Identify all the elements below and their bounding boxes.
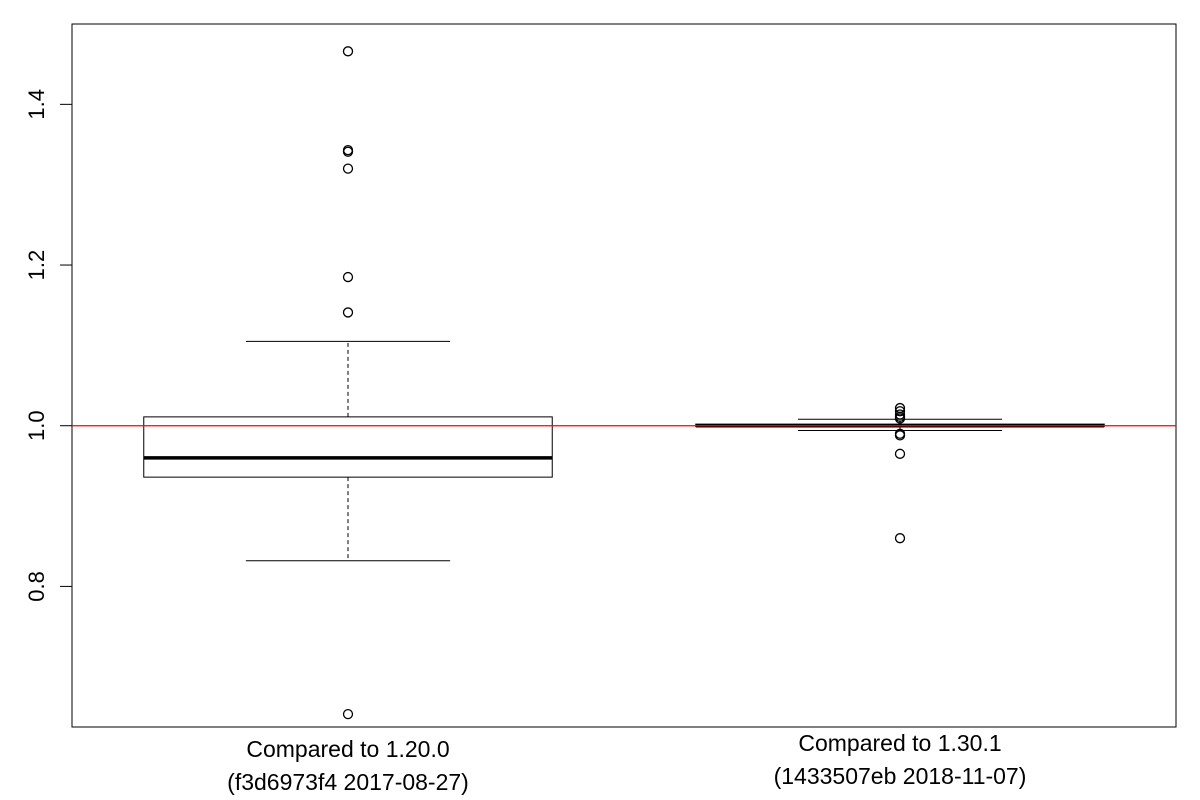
box-group: [695, 402, 1105, 544]
outlier-point: [342, 163, 354, 174]
y-tick-label: 1.4: [24, 89, 49, 120]
x-tick-label-line2: (f3d6973f4 2017-08-27): [227, 769, 469, 795]
outlier-point: [342, 271, 354, 283]
outlier-point: [894, 448, 906, 459]
y-tick-label: 1.0: [24, 410, 49, 441]
box-group: [143, 46, 553, 720]
outlier-point: [894, 413, 906, 424]
x-tick-label-line2: (1433507eb 2018-11-07): [774, 763, 1027, 789]
y-tick-label: 0.8: [24, 571, 49, 602]
iqr-box: [143, 416, 553, 478]
outlier-point: [342, 708, 354, 720]
outlier-point: [342, 146, 354, 157]
x-tick-label-line1: Compared to 1.20.0: [246, 736, 449, 762]
y-axis: 0.8 1.0 1.2 1.4: [24, 89, 73, 602]
x-axis-labels: Compared to 1.20.0 (f3d6973f4 2017-08-27)…: [227, 730, 1026, 795]
outlier-point: [342, 46, 354, 57]
outlier-point: [894, 430, 906, 441]
outlier-point: [894, 533, 906, 544]
boxes: [143, 46, 1105, 720]
x-tick-label-line1: Compared to 1.30.1: [798, 730, 1001, 756]
outlier-point: [342, 307, 354, 318]
plot-frame: [71, 23, 1177, 728]
outlier-point: [894, 406, 906, 417]
y-tick-label: 1.2: [24, 250, 49, 281]
